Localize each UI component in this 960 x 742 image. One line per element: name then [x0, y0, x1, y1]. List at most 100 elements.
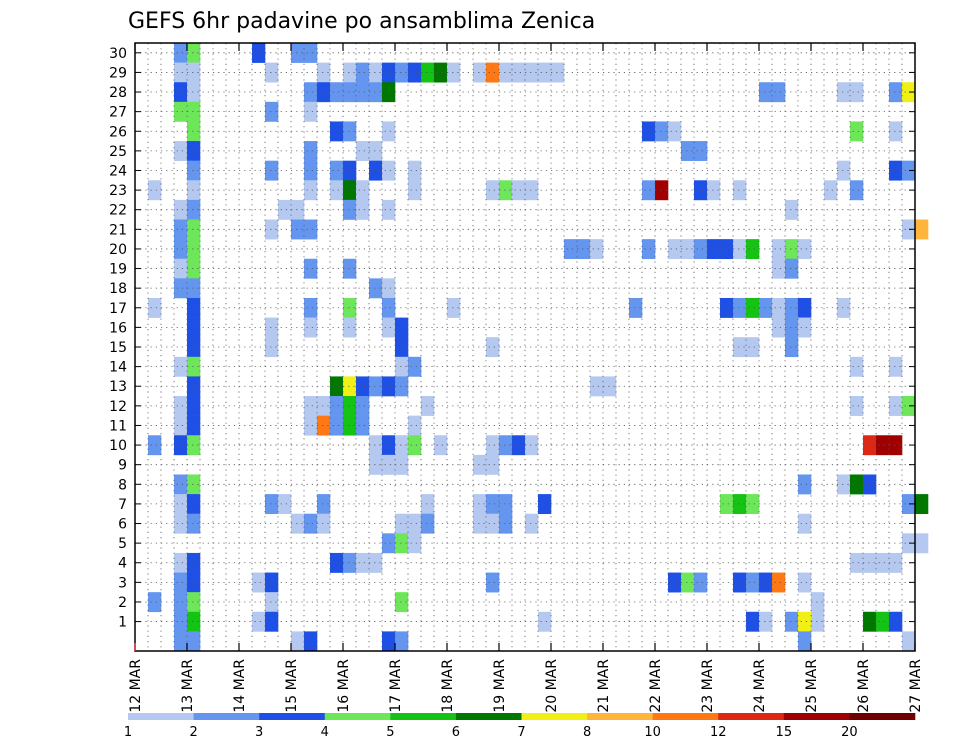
heatmap-cell [395, 592, 409, 613]
heatmap-cell [486, 337, 500, 358]
heatmap-cell [668, 239, 682, 260]
heatmap-cell [291, 513, 305, 534]
x-tick-label: 15 MAR [284, 659, 300, 713]
heatmap-cell [668, 121, 682, 142]
heatmap-cell [733, 239, 747, 260]
heatmap-cell [278, 494, 292, 515]
chart-title: GEFS 6hr padavine po ansamblima Zenica [128, 9, 595, 34]
heatmap-cell [187, 258, 201, 279]
heatmap-cell [408, 356, 422, 377]
colorbar-swatch [652, 713, 719, 720]
heatmap-cell [889, 82, 903, 103]
heatmap-cell [538, 62, 552, 83]
x-tick-label: 19 MAR [492, 659, 508, 713]
heatmap-cell [174, 631, 188, 652]
heatmap-cell [317, 82, 331, 103]
heatmap-cell [655, 180, 669, 201]
heatmap-cell [187, 219, 201, 240]
y-tick-label: 8 [118, 477, 127, 493]
heatmap-cell [369, 160, 383, 181]
heatmap-cell [785, 239, 799, 260]
heatmap-cell [174, 552, 188, 573]
heatmap-cell [174, 278, 188, 299]
y-tick-label: 14 [109, 360, 127, 376]
heatmap-cell [850, 121, 864, 142]
heatmap-cell [187, 611, 201, 632]
y-tick-label: 17 [109, 301, 127, 317]
colorbar-label: 15 [776, 725, 793, 740]
heatmap-cell [148, 435, 162, 456]
heatmap-cell [304, 160, 318, 181]
heatmap-cell [187, 494, 201, 515]
x-tick-label: 21 MAR [596, 659, 612, 713]
heatmap-cell [694, 239, 708, 260]
x-tick-label: 12 MAR [128, 659, 144, 713]
heatmap-cell [174, 82, 188, 103]
heatmap-cell [902, 533, 916, 554]
heatmap-cell [538, 611, 552, 632]
y-tick-label: 23 [109, 183, 127, 199]
heatmap-cell [369, 62, 383, 83]
colorbar-swatch [718, 713, 785, 720]
heatmap-cell [512, 62, 526, 83]
heatmap-cell [915, 533, 929, 554]
heatmap-cell [356, 376, 370, 397]
heatmap-cell [330, 552, 344, 573]
heatmap-cell [642, 239, 656, 260]
colorbar-label: 2 [189, 725, 197, 740]
heatmap-cell [837, 474, 851, 495]
colorbar-swatch [259, 713, 326, 720]
heatmap-cell [408, 533, 422, 554]
heatmap-cell [889, 552, 903, 573]
heatmap-cell [694, 180, 708, 201]
heatmap-cell [889, 121, 903, 142]
heatmap-cell [187, 572, 201, 593]
heatmap-cell [356, 82, 370, 103]
heatmap-cell [642, 180, 656, 201]
heatmap-cell [395, 337, 409, 358]
colorbar-label: 6 [452, 725, 460, 740]
heatmap-cell [187, 592, 201, 613]
heatmap-cell [174, 396, 188, 416]
x-tick-label: 26 MAR [856, 659, 872, 713]
heatmap-cell [382, 62, 396, 83]
heatmap-cell [330, 376, 344, 397]
heatmap-cell [343, 415, 357, 436]
heatmap-cell [681, 572, 695, 593]
heatmap-cell [187, 62, 201, 83]
heatmap-cell [772, 297, 786, 318]
heatmap-cell [187, 297, 201, 318]
heatmap-cell [499, 180, 513, 201]
heatmap-cell [187, 43, 201, 63]
heatmap-cell [902, 219, 916, 240]
y-tick-label: 16 [109, 320, 127, 336]
x-tick-label: 20 MAR [544, 659, 560, 713]
heatmap-cell [382, 454, 396, 475]
heatmap-cell [733, 297, 747, 318]
heatmap-cell [369, 376, 383, 397]
heatmap-cell [733, 572, 747, 593]
heatmap-cell [772, 317, 786, 338]
heatmap-cell [265, 611, 279, 632]
colorbar-label: 4 [321, 725, 329, 740]
heatmap-cell [798, 513, 812, 534]
heatmap-cell [343, 121, 357, 142]
heatmap-cell [343, 396, 357, 416]
heatmap-cell [707, 180, 721, 201]
heatmap-cell [408, 435, 422, 456]
heatmap-cell [811, 592, 825, 613]
heatmap-cell [759, 572, 773, 593]
heatmap-cell [343, 180, 357, 201]
heatmap-cell [174, 572, 188, 593]
heatmap-cell [785, 611, 799, 632]
heatmap-cell [265, 219, 279, 240]
x-tick-label: 23 MAR [700, 659, 716, 713]
heatmap-cell [798, 611, 812, 632]
heatmap-cell [174, 258, 188, 279]
heatmap-cell [304, 219, 318, 240]
heatmap-cell [473, 494, 487, 515]
heatmap-cell [837, 82, 851, 103]
heatmap-cell [902, 82, 916, 103]
x-tick-label: 25 MAR [804, 659, 820, 713]
heatmap-cell [187, 101, 201, 122]
